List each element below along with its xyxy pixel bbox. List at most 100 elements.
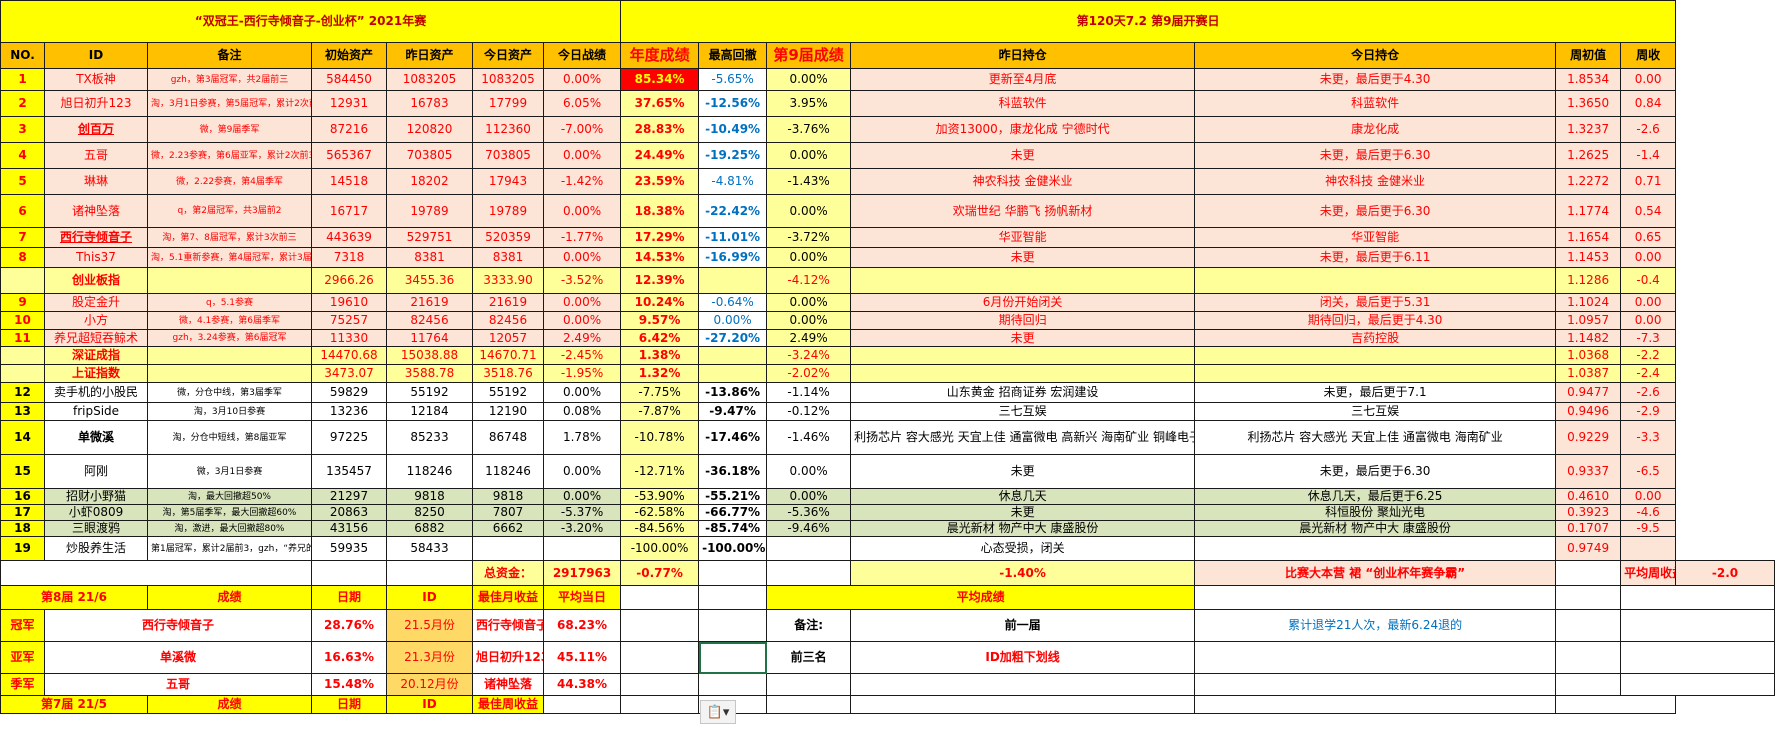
note-cell[interactable]: 淘，第7、8届冠军，累计3次前三 xyxy=(147,227,312,248)
empty-cell[interactable] xyxy=(1194,585,1557,610)
rank-cell[interactable] xyxy=(0,346,45,365)
s9-result-cell[interactable]: 0.00% xyxy=(766,311,852,330)
max-drawdown-cell[interactable]: -16.99% xyxy=(698,247,768,268)
week-start-cell[interactable]: 1.1024 xyxy=(1555,293,1622,312)
today-assets-cell[interactable]: 82456 xyxy=(472,311,544,330)
rank-cell[interactable]: 16 xyxy=(0,488,45,505)
s9-result-cell[interactable]: 0.00% xyxy=(766,454,852,489)
week-return-cell[interactable]: -3.3 xyxy=(1620,420,1677,455)
s7-col[interactable]: 最佳周收益 xyxy=(472,695,544,714)
note-cell[interactable]: 淘，3月10日参赛 xyxy=(147,402,312,421)
avg-label[interactable]: 平均周收益 xyxy=(1620,560,1677,586)
s9-result-cell[interactable]: -3.72% xyxy=(766,227,852,248)
podium-id[interactable]: 旭日初升123 xyxy=(472,641,544,674)
id-cell[interactable]: 股定金升 xyxy=(44,293,148,312)
initial-assets-cell[interactable]: 20863 xyxy=(311,504,387,521)
empty-cell[interactable] xyxy=(766,695,852,714)
initial-assets-cell[interactable]: 13236 xyxy=(311,402,387,421)
week-start-cell[interactable]: 0.9749 xyxy=(1555,536,1622,561)
empty-cell[interactable] xyxy=(698,560,768,586)
today-assets-cell[interactable]: 3518.76 xyxy=(472,364,544,383)
id-cell[interactable]: 五哥 xyxy=(44,142,148,169)
sheet-subtitle[interactable]: 第120天7.2 第9届开赛日 xyxy=(620,0,1677,43)
yesterday-holdings-cell[interactable]: 加资13000，康龙化成 宁德时代 xyxy=(850,116,1196,143)
today-result-cell[interactable]: 0.00% xyxy=(542,293,622,312)
rank-cell[interactable]: 15 xyxy=(0,454,45,489)
s9-result-cell[interactable]: 0.00% xyxy=(766,68,852,91)
yesterday-assets-cell[interactable]: 82456 xyxy=(386,311,473,330)
year-result-cell[interactable]: 18.38% xyxy=(620,194,700,228)
today-holdings-cell[interactable]: 科恒股份 聚灿光电 xyxy=(1194,504,1557,521)
note-cell[interactable]: 淘，激进，最大回撤超80% xyxy=(147,520,312,537)
today-assets-cell[interactable]: 14670.71 xyxy=(472,346,544,365)
initial-assets-cell[interactable]: 59935 xyxy=(311,536,387,561)
year-result-cell[interactable]: 14.53% xyxy=(620,247,700,268)
notes-b2[interactable]: ID加粗下划线 xyxy=(850,641,1196,674)
initial-assets-cell[interactable]: 87216 xyxy=(311,116,387,143)
week-return-cell[interactable] xyxy=(1620,536,1677,561)
empty-cell[interactable] xyxy=(311,560,387,586)
today-holdings-cell[interactable]: 未更，最后更于7.1 xyxy=(1194,382,1557,403)
s9-result-cell[interactable]: -5.36% xyxy=(766,504,852,521)
rank-cell[interactable]: 2 xyxy=(0,90,45,117)
today-assets-cell[interactable]: 6662 xyxy=(472,520,544,537)
yesterday-assets-cell[interactable]: 55192 xyxy=(386,382,473,403)
yesterday-holdings-cell[interactable]: 未更 xyxy=(850,329,1196,347)
yesterday-holdings-cell[interactable]: 华亚智能 xyxy=(850,227,1196,248)
yesterday-holdings-cell[interactable]: 科蓝软件 xyxy=(850,90,1196,117)
today-result-cell[interactable]: 0.00% xyxy=(542,68,622,91)
podium-best[interactable]: 68.23% xyxy=(542,609,622,642)
year-result-cell[interactable]: 23.59% xyxy=(620,168,700,195)
today-result-cell[interactable]: 0.00% xyxy=(542,194,622,228)
empty-cell[interactable] xyxy=(542,695,622,714)
week-start-cell[interactable]: 1.1286 xyxy=(1555,267,1622,294)
s8-col[interactable]: 日期 xyxy=(311,585,387,610)
initial-assets-cell[interactable]: 7318 xyxy=(311,247,387,268)
total-value[interactable]: 2917963 xyxy=(542,560,622,586)
today-holdings-cell[interactable]: 晨光新材 物产中大 康盛股份 xyxy=(1194,520,1557,537)
s9-result-cell[interactable]: -3.24% xyxy=(766,346,852,365)
today-result-cell[interactable]: 2.49% xyxy=(542,329,622,347)
today-holdings-cell[interactable]: 康龙化成 xyxy=(1194,116,1557,143)
today-assets-cell[interactable]: 112360 xyxy=(472,116,544,143)
podium-date[interactable]: 21.3月份 xyxy=(386,641,473,674)
rank-cell[interactable]: 18 xyxy=(0,520,45,537)
s8-col[interactable]: 成绩 xyxy=(147,585,312,610)
s8-col[interactable]: 平均当日 xyxy=(542,585,622,610)
note-cell[interactable]: 微，2.22参赛，第4届季军 xyxy=(147,168,312,195)
empty-cell[interactable] xyxy=(0,560,312,586)
today-holdings-cell[interactable]: 期待回归，最后更于4.30 xyxy=(1194,311,1557,330)
total-s9[interactable]: -1.40% xyxy=(850,560,1196,586)
rank-cell[interactable]: 12 xyxy=(0,382,45,403)
week-start-cell[interactable]: 0.3923 xyxy=(1555,504,1622,521)
year-result-cell[interactable]: 17.29% xyxy=(620,227,700,248)
yesterday-holdings-cell[interactable]: 未更 xyxy=(850,247,1196,268)
week-start-cell[interactable]: 1.2272 xyxy=(1555,168,1622,195)
s9-result-cell[interactable]: -0.12% xyxy=(766,402,852,421)
empty-cell[interactable] xyxy=(1555,560,1622,586)
week-start-cell[interactable]: 0.1707 xyxy=(1555,520,1622,537)
empty-cell[interactable] xyxy=(766,560,852,586)
note-cell[interactable] xyxy=(147,346,312,365)
week-start-cell[interactable]: 0.9337 xyxy=(1555,454,1622,489)
today-assets-cell[interactable]: 19789 xyxy=(472,194,544,228)
yesterday-assets-cell[interactable]: 85233 xyxy=(386,420,473,455)
max-drawdown-cell[interactable]: 0.00% xyxy=(698,311,768,330)
s9-result-cell[interactable]: 2.49% xyxy=(766,329,852,347)
yesterday-assets-cell[interactable]: 18202 xyxy=(386,168,473,195)
week-return-cell[interactable]: 0.00 xyxy=(1620,488,1677,505)
podium-rank[interactable]: 亚军 xyxy=(0,641,45,674)
empty-cell[interactable] xyxy=(1555,673,1622,696)
initial-assets-cell[interactable]: 14470.68 xyxy=(311,346,387,365)
week-return-cell[interactable]: -7.3 xyxy=(1620,329,1677,347)
today-assets-cell[interactable]: 520359 xyxy=(472,227,544,248)
yesterday-assets-cell[interactable]: 12184 xyxy=(386,402,473,421)
header-cell[interactable]: NO. xyxy=(0,42,45,69)
note-cell[interactable]: 微，3月1日参赛 xyxy=(147,454,312,489)
note-cell[interactable]: q，5.1参赛 xyxy=(147,293,312,312)
week-start-cell[interactable]: 0.9477 xyxy=(1555,382,1622,403)
yesterday-assets-cell[interactable]: 16783 xyxy=(386,90,473,117)
podium-id[interactable]: 西行寺倾音子 xyxy=(472,609,544,642)
max-drawdown-cell[interactable]: -11.01% xyxy=(698,227,768,248)
today-assets-cell[interactable]: 17799 xyxy=(472,90,544,117)
